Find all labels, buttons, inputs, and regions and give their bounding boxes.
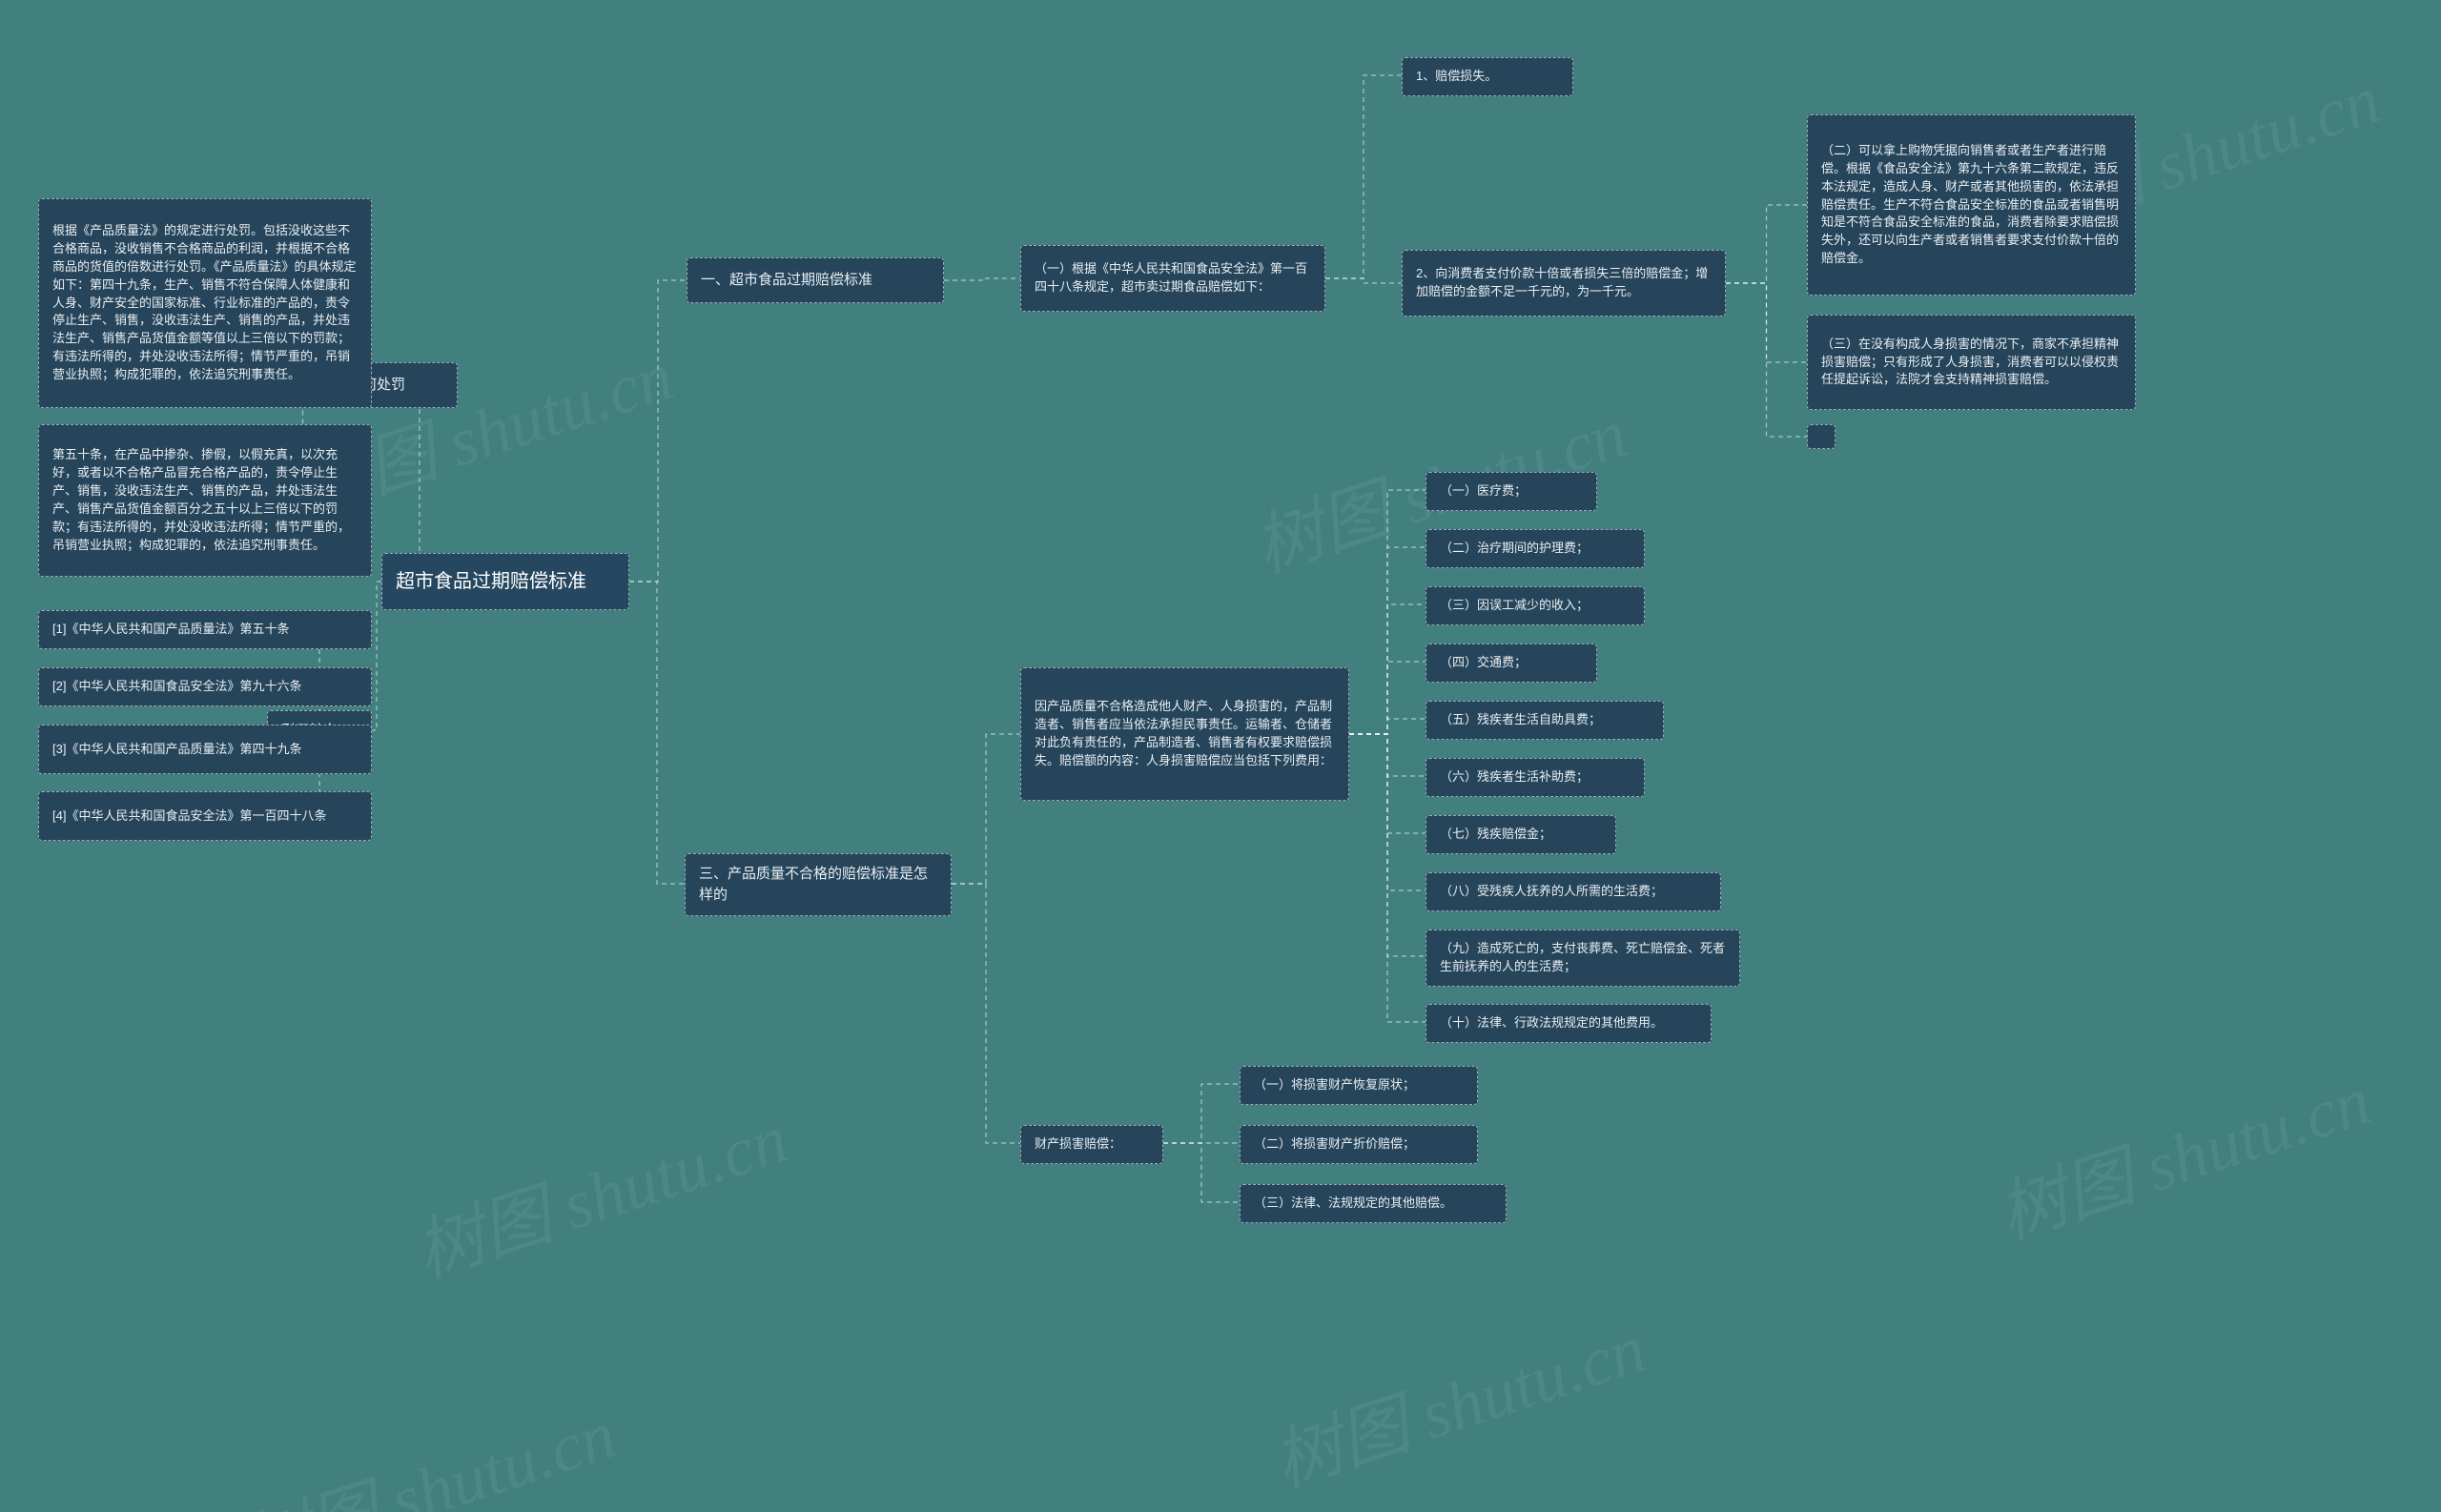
node-law2: [2]《中华人民共和国食品安全法》第九十六条 xyxy=(38,667,372,706)
node-fee6: （六）残疾者生活补助费； xyxy=(1426,758,1645,797)
node-s1a: （一）根据《中华人民共和国食品安全法》第一百四十八条规定，超市卖过期食品赔偿如下… xyxy=(1020,245,1325,312)
node-sec3: 三、产品质量不合格的赔偿标准是怎样的 xyxy=(685,853,952,916)
node-prop1: （一）将损害财产恢复原状； xyxy=(1240,1066,1478,1105)
node-fee10: （十）法律、行政法规规定的其他费用。 xyxy=(1426,1004,1712,1043)
node-fee2: （二）治疗期间的护理费； xyxy=(1426,529,1645,568)
node-fee1: （一）医疗费； xyxy=(1426,472,1597,511)
node-prop2: （二）将损害财产折价赔偿； xyxy=(1240,1125,1478,1164)
watermark: 树图 shutu.cn xyxy=(400,1082,798,1297)
node-s1a2: 2、向消费者支付价款十倍或者损失三倍的赔偿金；增加赔偿的金额不足一千元的，为一千… xyxy=(1402,250,1726,317)
node-s1a2c: （三）在没有构成人身损害的情况下，商家不承担精神损害赔偿；只有形成了人身损害，消… xyxy=(1807,315,2136,410)
node-law4: [4]《中华人民共和国食品安全法》第一百四十八条 xyxy=(38,791,372,841)
watermark: 树图 shutu.cn xyxy=(229,1378,626,1512)
node-s1a2a_placeholder xyxy=(1807,424,1836,449)
node-prop: 财产损害赔偿： xyxy=(1020,1125,1163,1164)
node-prop3: （三）法律、法规规定的其他赔偿。 xyxy=(1240,1184,1507,1223)
node-law3: [3]《中华人民共和国产品质量法》第四十九条 xyxy=(38,725,372,774)
node-s3intro: 因产品质量不合格造成他人财产、人身损害的，产品制造者、销售者应当依法承担民事责任… xyxy=(1020,667,1349,801)
node-fee3: （三）因误工减少的收入； xyxy=(1426,586,1645,625)
watermark: 树图 shutu.cn xyxy=(1983,1044,2381,1258)
node-s2a: 根据《产品质量法》的规定进行处罚。包括没收这些不合格商品，没收销售不合格商品的利… xyxy=(38,198,372,408)
node-root: 超市食品过期赔偿标准 xyxy=(381,553,629,610)
node-fee7: （七）残疾赔偿金； xyxy=(1426,815,1616,854)
node-fee4: （四）交通费； xyxy=(1426,644,1597,683)
node-sec1: 一、超市食品过期赔偿标准 xyxy=(687,257,944,303)
watermark: 树图 shutu.cn xyxy=(1259,1292,1656,1506)
node-law1: [1]《中华人民共和国产品质量法》第五十条 xyxy=(38,610,372,649)
node-s1a1: 1、赔偿损失。 xyxy=(1402,57,1573,96)
node-fee8: （八）受残疾人抚养的人所需的生活费； xyxy=(1426,872,1721,911)
node-s2b: 第五十条，在产品中掺杂、掺假，以假充真，以次充好，或者以不合格产品冒充合格产品的… xyxy=(38,424,372,577)
node-fee9: （九）造成死亡的，支付丧葬费、死亡赔偿金、死者生前抚养的人的生活费； xyxy=(1426,930,1740,987)
node-s1a2b: （二）可以拿上购物凭据向销售者或者生产者进行赔偿。根据《食品安全法》第九十六条第… xyxy=(1807,114,2136,296)
mindmap-canvas: 树图 shutu.cn 树图 shutu.cn 树图 shutu.cn 树图 shut… xyxy=(0,0,2441,1512)
node-fee5: （五）残疾者生活自助具费； xyxy=(1426,701,1664,740)
